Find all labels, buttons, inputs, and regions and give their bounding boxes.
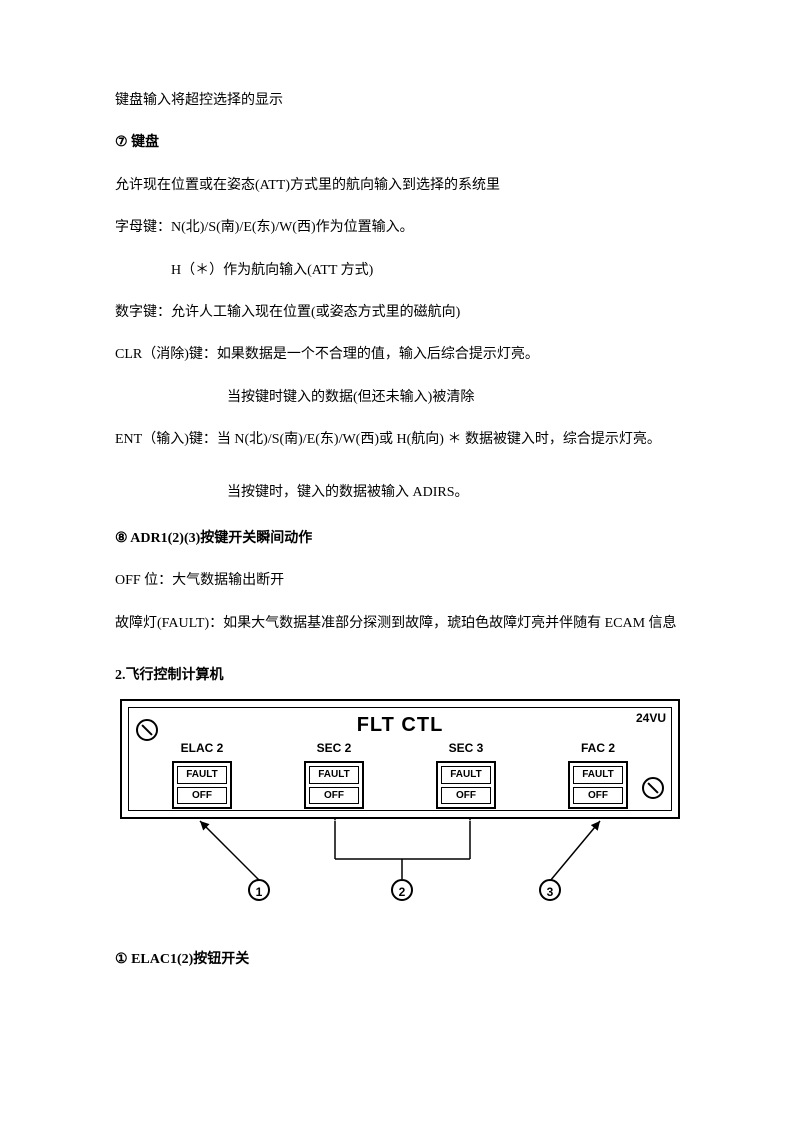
switch-label: FAC 2 xyxy=(581,739,615,758)
panel-outer: FLT CTL 24VU ELAC 2 FAULT OFF SEC 2 FAUL… xyxy=(120,699,680,819)
section7-heading: ⑦ 键盘 xyxy=(115,132,685,154)
switch-label: SEC 3 xyxy=(449,739,484,758)
fcc-heading: 2.飞行控制计算机 xyxy=(115,665,685,687)
off-indicator: OFF xyxy=(177,787,227,805)
section8-num: ⑧ xyxy=(115,528,128,550)
elac-title: ELAC1(2)按钮开关 xyxy=(131,952,249,967)
callouts: 1 2 3 xyxy=(120,819,680,909)
switch-sec3: SEC 3 FAULT OFF xyxy=(436,739,496,809)
fault-indicator: FAULT xyxy=(441,766,491,784)
fault-indicator: FAULT xyxy=(573,766,623,784)
section7-p3: H（＊）作为航向输入(ATT 方式) xyxy=(115,260,685,282)
switch-box: FAULT OFF xyxy=(568,761,628,809)
off-indicator: OFF xyxy=(441,787,491,805)
intro-text: 键盘输入将超控选择的显示 xyxy=(115,90,685,112)
switch-sec2: SEC 2 FAULT OFF xyxy=(304,739,364,809)
fault-indicator: FAULT xyxy=(177,766,227,784)
section7-p5: CLR（消除)键：如果数据是一个不合理的值，输入后综合提示灯亮。 xyxy=(115,344,685,366)
off-indicator: OFF xyxy=(309,787,359,805)
section7-title: 键盘 xyxy=(131,135,159,150)
section7-num: ⑦ xyxy=(115,132,128,154)
switches-row: ELAC 2 FAULT OFF SEC 2 FAULT OFF SEC 3 F… xyxy=(172,737,628,809)
elac-num: ① xyxy=(115,949,128,971)
elac-heading: ① ELAC1(2)按钮开关 xyxy=(115,949,685,971)
switch-label: ELAC 2 xyxy=(181,739,224,758)
section7-p4: 数字键：允许人工输入现在位置(或姿态方式里的磁航向) xyxy=(115,302,685,324)
flt-ctl-diagram: FLT CTL 24VU ELAC 2 FAULT OFF SEC 2 FAUL… xyxy=(120,699,680,909)
switch-box: FAULT OFF xyxy=(304,761,364,809)
section8-p1: OFF 位：大气数据输出断开 xyxy=(115,570,685,592)
section7-p1: 允许现在位置或在姿态(ATT)方式里的航向输入到选择的系统里 xyxy=(115,175,685,197)
switch-label: SEC 2 xyxy=(317,739,352,758)
section7-p7: ENT（输入)键：当 N(北)/S(南)/E(东)/W(西)或 H(航向) ＊ … xyxy=(115,429,685,451)
section8-p2: 故障灯(FAULT)：如果大气数据基准部分探测到故障，琥珀色故障灯亮并伴随有 E… xyxy=(115,613,685,635)
switch-box: FAULT OFF xyxy=(172,761,232,809)
section7-p6: 当按键时键入的数据(但还未输入)被清除 xyxy=(115,387,685,409)
fault-indicator: FAULT xyxy=(309,766,359,784)
off-indicator: OFF xyxy=(573,787,623,805)
switch-box: FAULT OFF xyxy=(436,761,496,809)
switch-elac2: ELAC 2 FAULT OFF xyxy=(172,739,232,809)
section7-p8: 当按键时，键入的数据被输入 ADIRS。 xyxy=(115,482,685,504)
panel-code: 24VU xyxy=(636,709,666,728)
section8-title: ADR1(2)(3)按键开关瞬间动作 xyxy=(130,531,312,546)
section8-heading: ⑧ ADR1(2)(3)按键开关瞬间动作 xyxy=(115,528,685,550)
section7-p2: 字母键：N(北)/S(南)/E(东)/W(西)作为位置输入。 xyxy=(115,217,685,239)
switch-fac2: FAC 2 FAULT OFF xyxy=(568,739,628,809)
